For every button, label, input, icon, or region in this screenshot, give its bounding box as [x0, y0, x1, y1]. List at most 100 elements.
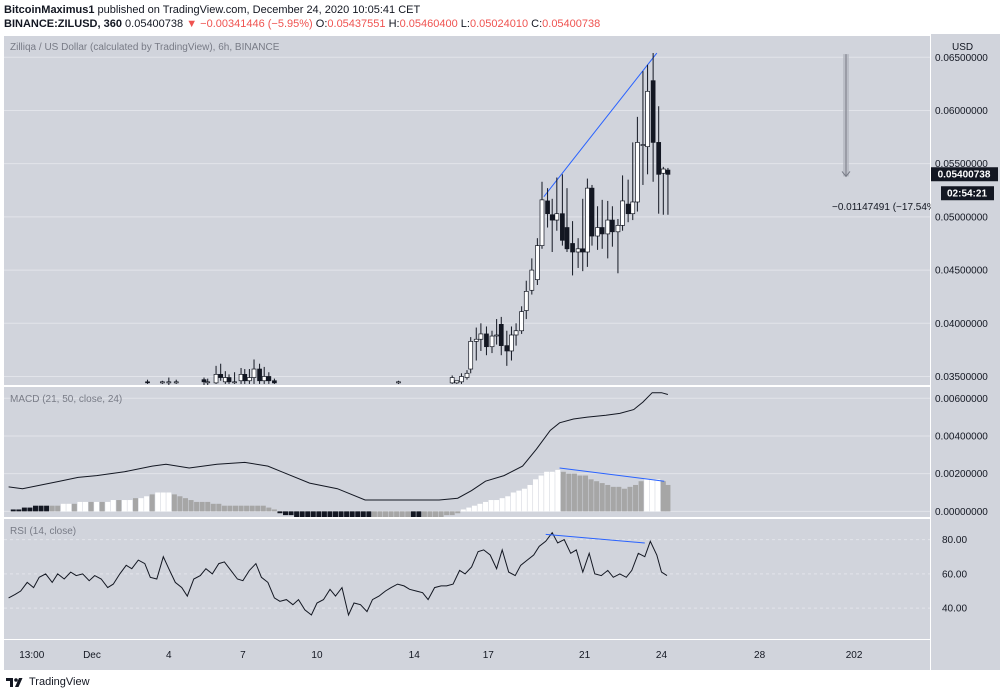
time-axis-labels: 13:00 Dec 4 7 10 14 17 21 24 28 202 [19, 650, 863, 661]
rsi-trendline[interactable] [545, 533, 645, 544]
candle[interactable] [251, 359, 257, 384]
candle[interactable] [620, 175, 625, 231]
measure-tool[interactable] [841, 54, 851, 178]
macd-histogram-bar [471, 505, 477, 512]
macd-trendline[interactable] [559, 467, 665, 482]
macd-histogram-bar [66, 503, 72, 512]
chart-area[interactable]: Zilliqa / US Dollar (calculated by Tradi… [0, 34, 1000, 670]
candle[interactable] [564, 188, 570, 252]
candle[interactable] [454, 380, 460, 384]
candle[interactable] [545, 188, 550, 228]
macd-histogram-bar [116, 500, 122, 512]
candle[interactable] [575, 238, 581, 268]
price-tick-label: 0.04500000 [935, 266, 988, 277]
candle-body [554, 213, 560, 221]
candle[interactable] [509, 326, 514, 361]
footer-brand[interactable]: TradingView [29, 676, 90, 688]
macd-line[interactable] [8, 392, 669, 501]
candle[interactable] [630, 142, 636, 221]
candle[interactable] [589, 184, 595, 246]
candle[interactable] [272, 378, 277, 384]
price-trendline[interactable] [543, 52, 658, 197]
candle[interactable] [173, 379, 179, 384]
candle[interactable] [635, 116, 640, 212]
candle[interactable] [473, 327, 479, 361]
rsi-line[interactable] [8, 531, 668, 617]
candle[interactable] [656, 106, 662, 214]
macd-pane[interactable]: MACD (21, 50, close, 24) [4, 387, 930, 517]
candle[interactable] [468, 337, 474, 374]
candle[interactable] [261, 366, 267, 384]
candle[interactable] [645, 64, 650, 175]
candle[interactable] [266, 372, 272, 384]
candle[interactable] [484, 326, 489, 356]
candles-layer[interactable] [145, 53, 671, 385]
candle[interactable] [610, 206, 615, 247]
candle[interactable] [580, 198, 586, 272]
candle[interactable] [226, 374, 232, 384]
candle[interactable] [650, 53, 656, 182]
candle[interactable] [625, 179, 631, 223]
macd-histogram-bar [188, 500, 194, 512]
candle[interactable] [585, 178, 590, 267]
candle[interactable] [539, 181, 545, 249]
candle-body [665, 169, 671, 175]
candle[interactable] [640, 71, 646, 185]
candle[interactable] [570, 221, 575, 276]
macd-histogram-bar [566, 473, 572, 512]
candle[interactable] [247, 369, 252, 384]
candle[interactable] [498, 316, 504, 356]
macd-histogram-bar [10, 509, 16, 512]
candle[interactable] [665, 167, 671, 215]
candle-body [232, 381, 237, 384]
candle[interactable] [523, 280, 529, 320]
macd-histogram-bar [477, 503, 483, 512]
candle[interactable] [504, 330, 510, 366]
rsi-pane[interactable]: RSI (14, close) [4, 519, 930, 639]
candle[interactable] [478, 323, 484, 351]
candle[interactable] [205, 378, 211, 385]
time-tick-label: Dec [83, 650, 101, 661]
candle[interactable] [257, 363, 262, 384]
price-axis[interactable] [931, 34, 1000, 670]
time-axis[interactable] [4, 640, 930, 670]
candle[interactable] [213, 365, 219, 384]
candle[interactable] [554, 177, 560, 231]
candle[interactable] [549, 198, 555, 252]
macd-histogram-bar [460, 509, 466, 512]
candle[interactable] [242, 369, 248, 384]
candle-body [145, 381, 150, 384]
candle[interactable] [459, 373, 464, 384]
price-trendline-layer[interactable] [543, 52, 658, 197]
price-pane[interactable]: Zilliqa / US Dollar (calculated by Tradi… [4, 36, 975, 385]
macd-histogram-bar [621, 488, 627, 512]
author-name[interactable]: BitcoinMaximus1 [4, 4, 95, 16]
rsi-tick-label: 40.00 [942, 604, 967, 615]
candle[interactable] [218, 363, 224, 381]
price-gridlines [4, 56, 930, 377]
candle[interactable] [660, 166, 666, 215]
candle[interactable] [535, 238, 540, 285]
candle[interactable] [145, 379, 150, 384]
candle[interactable] [529, 258, 535, 295]
candle[interactable] [599, 199, 605, 249]
candle[interactable] [464, 370, 470, 380]
candle[interactable] [449, 375, 455, 384]
candle[interactable] [232, 372, 237, 384]
candle[interactable] [615, 219, 621, 274]
candle[interactable] [595, 206, 600, 250]
candle[interactable] [519, 306, 524, 334]
macd-histogram-bar [438, 511, 444, 517]
candle[interactable] [605, 200, 611, 259]
candle-body [610, 219, 615, 233]
macd-histogram-bar [533, 479, 539, 512]
candle[interactable] [560, 174, 565, 246]
candle[interactable] [166, 377, 172, 385]
candle[interactable] [201, 377, 207, 385]
candle[interactable] [396, 380, 401, 384]
candle[interactable] [159, 380, 165, 384]
candle[interactable] [513, 323, 519, 346]
chart-canvas[interactable]: Zilliqa / US Dollar (calculated by Tradi… [0, 34, 1000, 670]
candle[interactable] [494, 319, 499, 345]
candle[interactable] [489, 330, 495, 354]
